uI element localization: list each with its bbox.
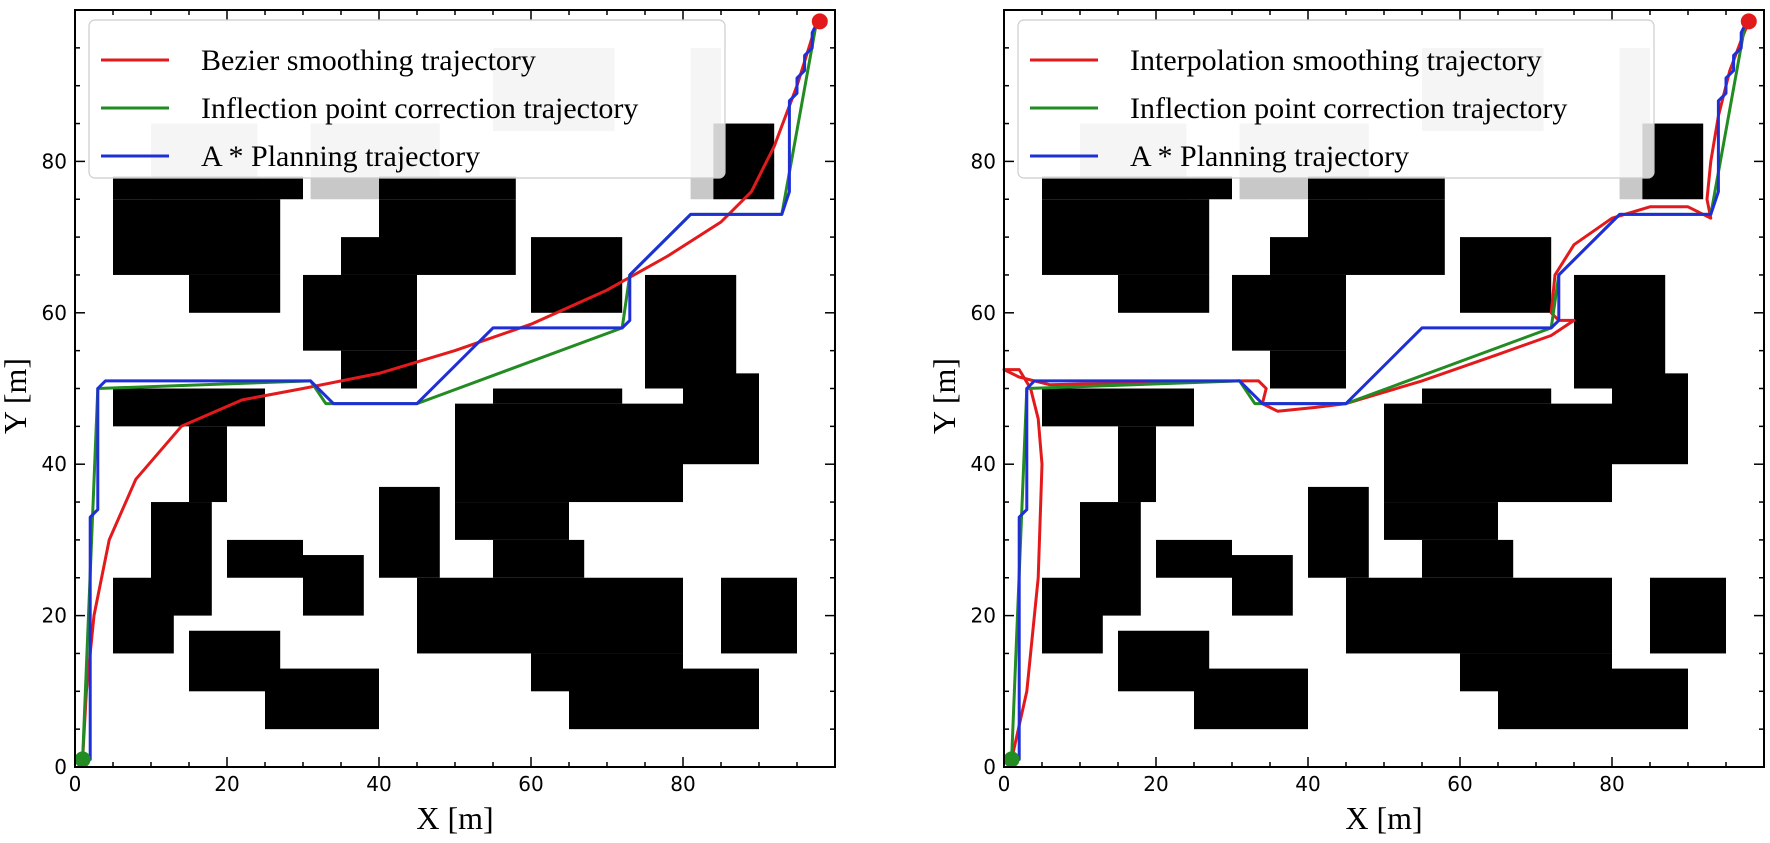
y-tick-label: 60 [971,301,996,325]
x-tick-label: 80 [1599,772,1624,796]
obstacle-black [1042,176,1232,200]
obstacle-black [569,668,759,730]
legend-box [88,19,726,179]
x-axis-title: X [m] [416,800,493,836]
obstacle-black [189,274,281,313]
trajectory-a-planning-trajectory [1011,24,1747,761]
obstacle-black [1460,237,1552,313]
obstacle-black [417,577,683,654]
obstacle-black [1308,176,1445,200]
obstacle-black [1650,577,1726,654]
obstacle-black [1270,237,1308,275]
legend: Bezier smoothing trajectory Inflection po… [88,19,726,179]
obstacle-black [113,577,174,654]
goal-marker [1740,13,1757,30]
start-marker [1003,751,1020,768]
obstacle-black [379,199,516,275]
obstacle-black [1042,199,1210,275]
x-axis-title: X [m] [1345,800,1422,836]
y-tick-label: 20 [42,604,67,628]
obstacle-black [227,539,303,578]
y-tick-label: 20 [971,604,996,628]
y-axis-title: Y [m] [926,358,962,434]
x-tick-label: 40 [1295,772,1320,796]
obstacle-black [531,237,623,313]
obstacle-black [1346,577,1612,654]
y-tick-label: 60 [42,301,67,325]
obstacle-black [455,403,683,503]
obstacle-black [493,539,585,578]
goal-marker [811,13,828,30]
x-tick-label: 0 [69,772,82,796]
obstacle-black [303,274,417,351]
obstacle-black [455,502,569,540]
obstacle-black [1118,426,1156,503]
obstacle-black [1384,403,1612,503]
x-tick-label: 80 [670,772,695,796]
obstacle-black [1612,373,1688,465]
legend-label: A * Planning trajectory [201,140,480,173]
obstacle-black [1308,486,1369,578]
obstacle-black [113,176,303,200]
trajectory-bezier-smoothing-trajectory [81,24,818,760]
obstacle-black [1422,539,1514,578]
obstacle-black [1232,555,1293,616]
legend-label: Bezier smoothing trajectory [201,44,536,77]
obstacle-black [493,388,623,404]
obstacle-black [1574,274,1666,389]
obstacle-black [1384,502,1498,540]
obstacle-black [265,668,379,730]
obstacle-black [683,373,759,465]
y-tick-label: 0 [983,755,996,779]
legend-label: Inflection point correction trajectory [1130,92,1567,125]
obstacle-black [1118,274,1210,313]
obstacle-black [1042,388,1194,427]
x-tick-label: 60 [518,772,543,796]
obstacle-black [645,274,737,389]
obstacle-black [303,555,364,616]
y-tick-label: 80 [42,149,67,173]
obstacle-black [113,199,281,275]
obstacle-black [1232,274,1346,351]
obstacle-black [341,350,417,389]
x-tick-label: 60 [1447,772,1472,796]
obstacle-black [1270,350,1346,389]
obstacle-black [1156,539,1232,578]
legend-box [1017,19,1655,179]
trajectory-a-planning-trajectory [82,24,818,761]
y-axis-title: Y [m] [0,358,33,434]
obstacle-black [1194,668,1308,730]
x-tick-label: 40 [366,772,391,796]
start-marker [74,751,91,768]
y-tick-label: 40 [971,452,996,476]
legend-label: Inflection point correction trajectory [201,92,638,125]
y-tick-label: 40 [42,452,67,476]
obstacle-black [379,176,516,200]
obstacle-black [721,577,797,654]
obstacle-black [1422,388,1552,404]
obstacle-black [379,486,440,578]
obstacle-black [1042,577,1103,654]
right-panel-interpolation: X [m] Y [m] 0 20 40 60 80 0 20 40 60 80 Interpolat… [926,9,1765,836]
y-tick-label: 80 [971,149,996,173]
y-tick-label: 0 [54,755,67,779]
obstacle-black [341,237,379,275]
x-tick-label: 20 [214,772,239,796]
obstacle-black [1498,668,1688,730]
obstacle-black [189,426,227,503]
x-tick-label: 0 [998,772,1011,796]
legend-label: Interpolation smoothing trajectory [1130,44,1542,77]
legend: Interpolation smoothing trajectory Inflec… [1017,19,1655,179]
left-panel-bezier: X [m] Y [m] 0 20 40 60 80 0 20 40 60 80 Bezier smo… [0,9,836,836]
x-tick-label: 20 [1143,772,1168,796]
obstacle-black [113,388,265,427]
legend-label: A * Planning trajectory [1130,140,1409,173]
obstacle-black [1308,199,1445,275]
